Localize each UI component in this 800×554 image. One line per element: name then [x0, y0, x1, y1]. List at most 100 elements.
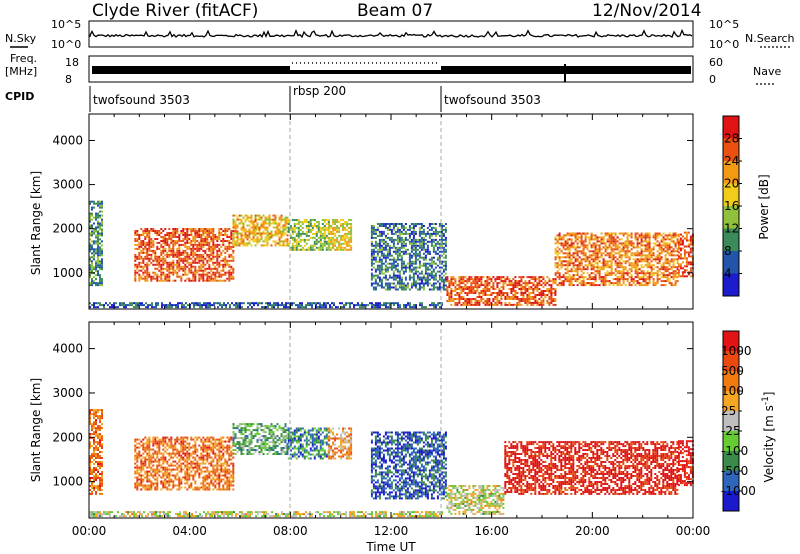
heatmap-cell — [480, 278, 483, 281]
heatmap-cell — [614, 270, 617, 273]
heatmap-cell — [266, 244, 269, 247]
heatmap-cell — [677, 263, 680, 266]
heatmap-cell — [323, 232, 326, 235]
heatmap-cell — [438, 260, 441, 263]
heatmap-cell — [426, 268, 429, 271]
heatmap-cell — [232, 277, 235, 280]
heatmap-cell — [652, 274, 655, 277]
heatmap-cell — [608, 272, 611, 275]
heatmap-cell — [646, 270, 649, 273]
heatmap-cell — [404, 236, 407, 239]
heatmap-cell — [224, 230, 227, 232]
heatmap-cell — [492, 286, 495, 289]
heatmap-cell — [244, 234, 247, 237]
heatmap-cell — [652, 264, 655, 267]
heatmap-cell — [388, 258, 391, 261]
heatmap-cell — [198, 261, 201, 264]
heatmap-cell — [236, 244, 239, 247]
heatmap-cell — [460, 290, 463, 292]
heatmap-cell — [340, 246, 343, 249]
heatmap-cell — [305, 232, 308, 235]
heatmap-cell — [464, 284, 467, 287]
heatmap-cell — [422, 282, 425, 285]
heatmap-cell — [442, 264, 445, 267]
heatmap-cell — [640, 254, 643, 257]
heatmap-cell — [158, 263, 161, 266]
heatmap-cell — [172, 241, 175, 244]
heatmap-cell — [342, 236, 345, 239]
heatmap-cell — [164, 236, 167, 238]
heatmap-cell — [268, 214, 271, 217]
heatmap-cell — [172, 240, 175, 242]
heatmap-cell — [440, 246, 443, 249]
heatmap-cell — [442, 278, 445, 281]
heatmap-cell — [622, 268, 625, 271]
heatmap-cell — [212, 241, 215, 244]
heatmap-cell — [564, 256, 567, 259]
heatmap-cell — [426, 274, 429, 277]
heatmap-cell — [620, 238, 623, 241]
heatmap-cell — [400, 276, 403, 279]
heatmap-cell — [608, 238, 611, 241]
heatmap-cell — [608, 240, 611, 243]
heatmap-cell — [142, 261, 145, 264]
heatmap-cell — [638, 258, 641, 261]
heatmap-cell — [672, 240, 675, 243]
heatmap-cell — [276, 232, 279, 235]
heatmap-cell — [574, 278, 577, 281]
heatmap-cell — [390, 264, 393, 267]
heatmap-cell — [380, 268, 383, 271]
heatmap-cell — [319, 232, 322, 235]
heatmap-cell — [588, 274, 591, 277]
heatmap-cell — [590, 266, 593, 269]
heatmap-cell — [434, 228, 437, 231]
heatmap-cell — [410, 260, 413, 263]
heatmap-cell — [162, 251, 165, 254]
heatmap-cell — [426, 232, 429, 235]
heatmap-cell — [670, 236, 673, 239]
heatmap-cell — [319, 304, 321, 307]
heatmap-cell — [179, 302, 181, 305]
heatmap-cell — [580, 232, 583, 235]
heatmap-cell — [460, 276, 463, 279]
heatmap-cell — [488, 276, 491, 279]
heatmap-cell — [238, 214, 241, 217]
heatmap-cell — [574, 250, 577, 253]
heatmap-cell — [512, 298, 515, 300]
heatmap-cell — [608, 234, 611, 237]
heatmap-cell — [648, 258, 651, 261]
heatmap-cell — [284, 216, 287, 219]
heatmap-cell — [604, 248, 607, 251]
heatmap-cell — [596, 248, 599, 251]
heatmap-cell — [330, 240, 333, 243]
heatmap-cell — [309, 225, 312, 227]
heatmap-cell — [440, 262, 443, 265]
heatmap-cell — [660, 238, 663, 241]
heatmap-cell — [93, 252, 95, 255]
heatmap-cell — [638, 234, 641, 237]
heatmap-cell — [152, 251, 155, 254]
heatmap-cell — [444, 226, 447, 229]
heatmap-cell — [400, 262, 403, 265]
heatmap-cell — [646, 282, 649, 285]
heatmap-cell — [150, 255, 153, 258]
heatmap-cell — [99, 465, 101, 467]
heatmap-cell — [508, 298, 511, 300]
heatmap-cell — [398, 238, 401, 241]
heatmap-cell — [634, 280, 637, 283]
heatmap-cell — [428, 272, 431, 275]
heatmap-cell — [400, 268, 403, 271]
heatmap-cell — [616, 282, 619, 285]
heatmap-cell — [266, 218, 269, 221]
heatmap-cell — [412, 278, 415, 281]
heatmap-cell — [384, 244, 387, 247]
heatmap-cell — [638, 272, 641, 275]
heatmap-cell — [644, 256, 647, 259]
heatmap-cell — [488, 300, 491, 302]
heatmap-cell — [612, 254, 615, 257]
heatmap-cell — [518, 298, 521, 300]
heatmap-cell — [677, 265, 680, 268]
heatmap-cell — [574, 240, 577, 243]
heatmap-cell — [291, 244, 294, 247]
heatmap-cell — [287, 230, 290, 233]
